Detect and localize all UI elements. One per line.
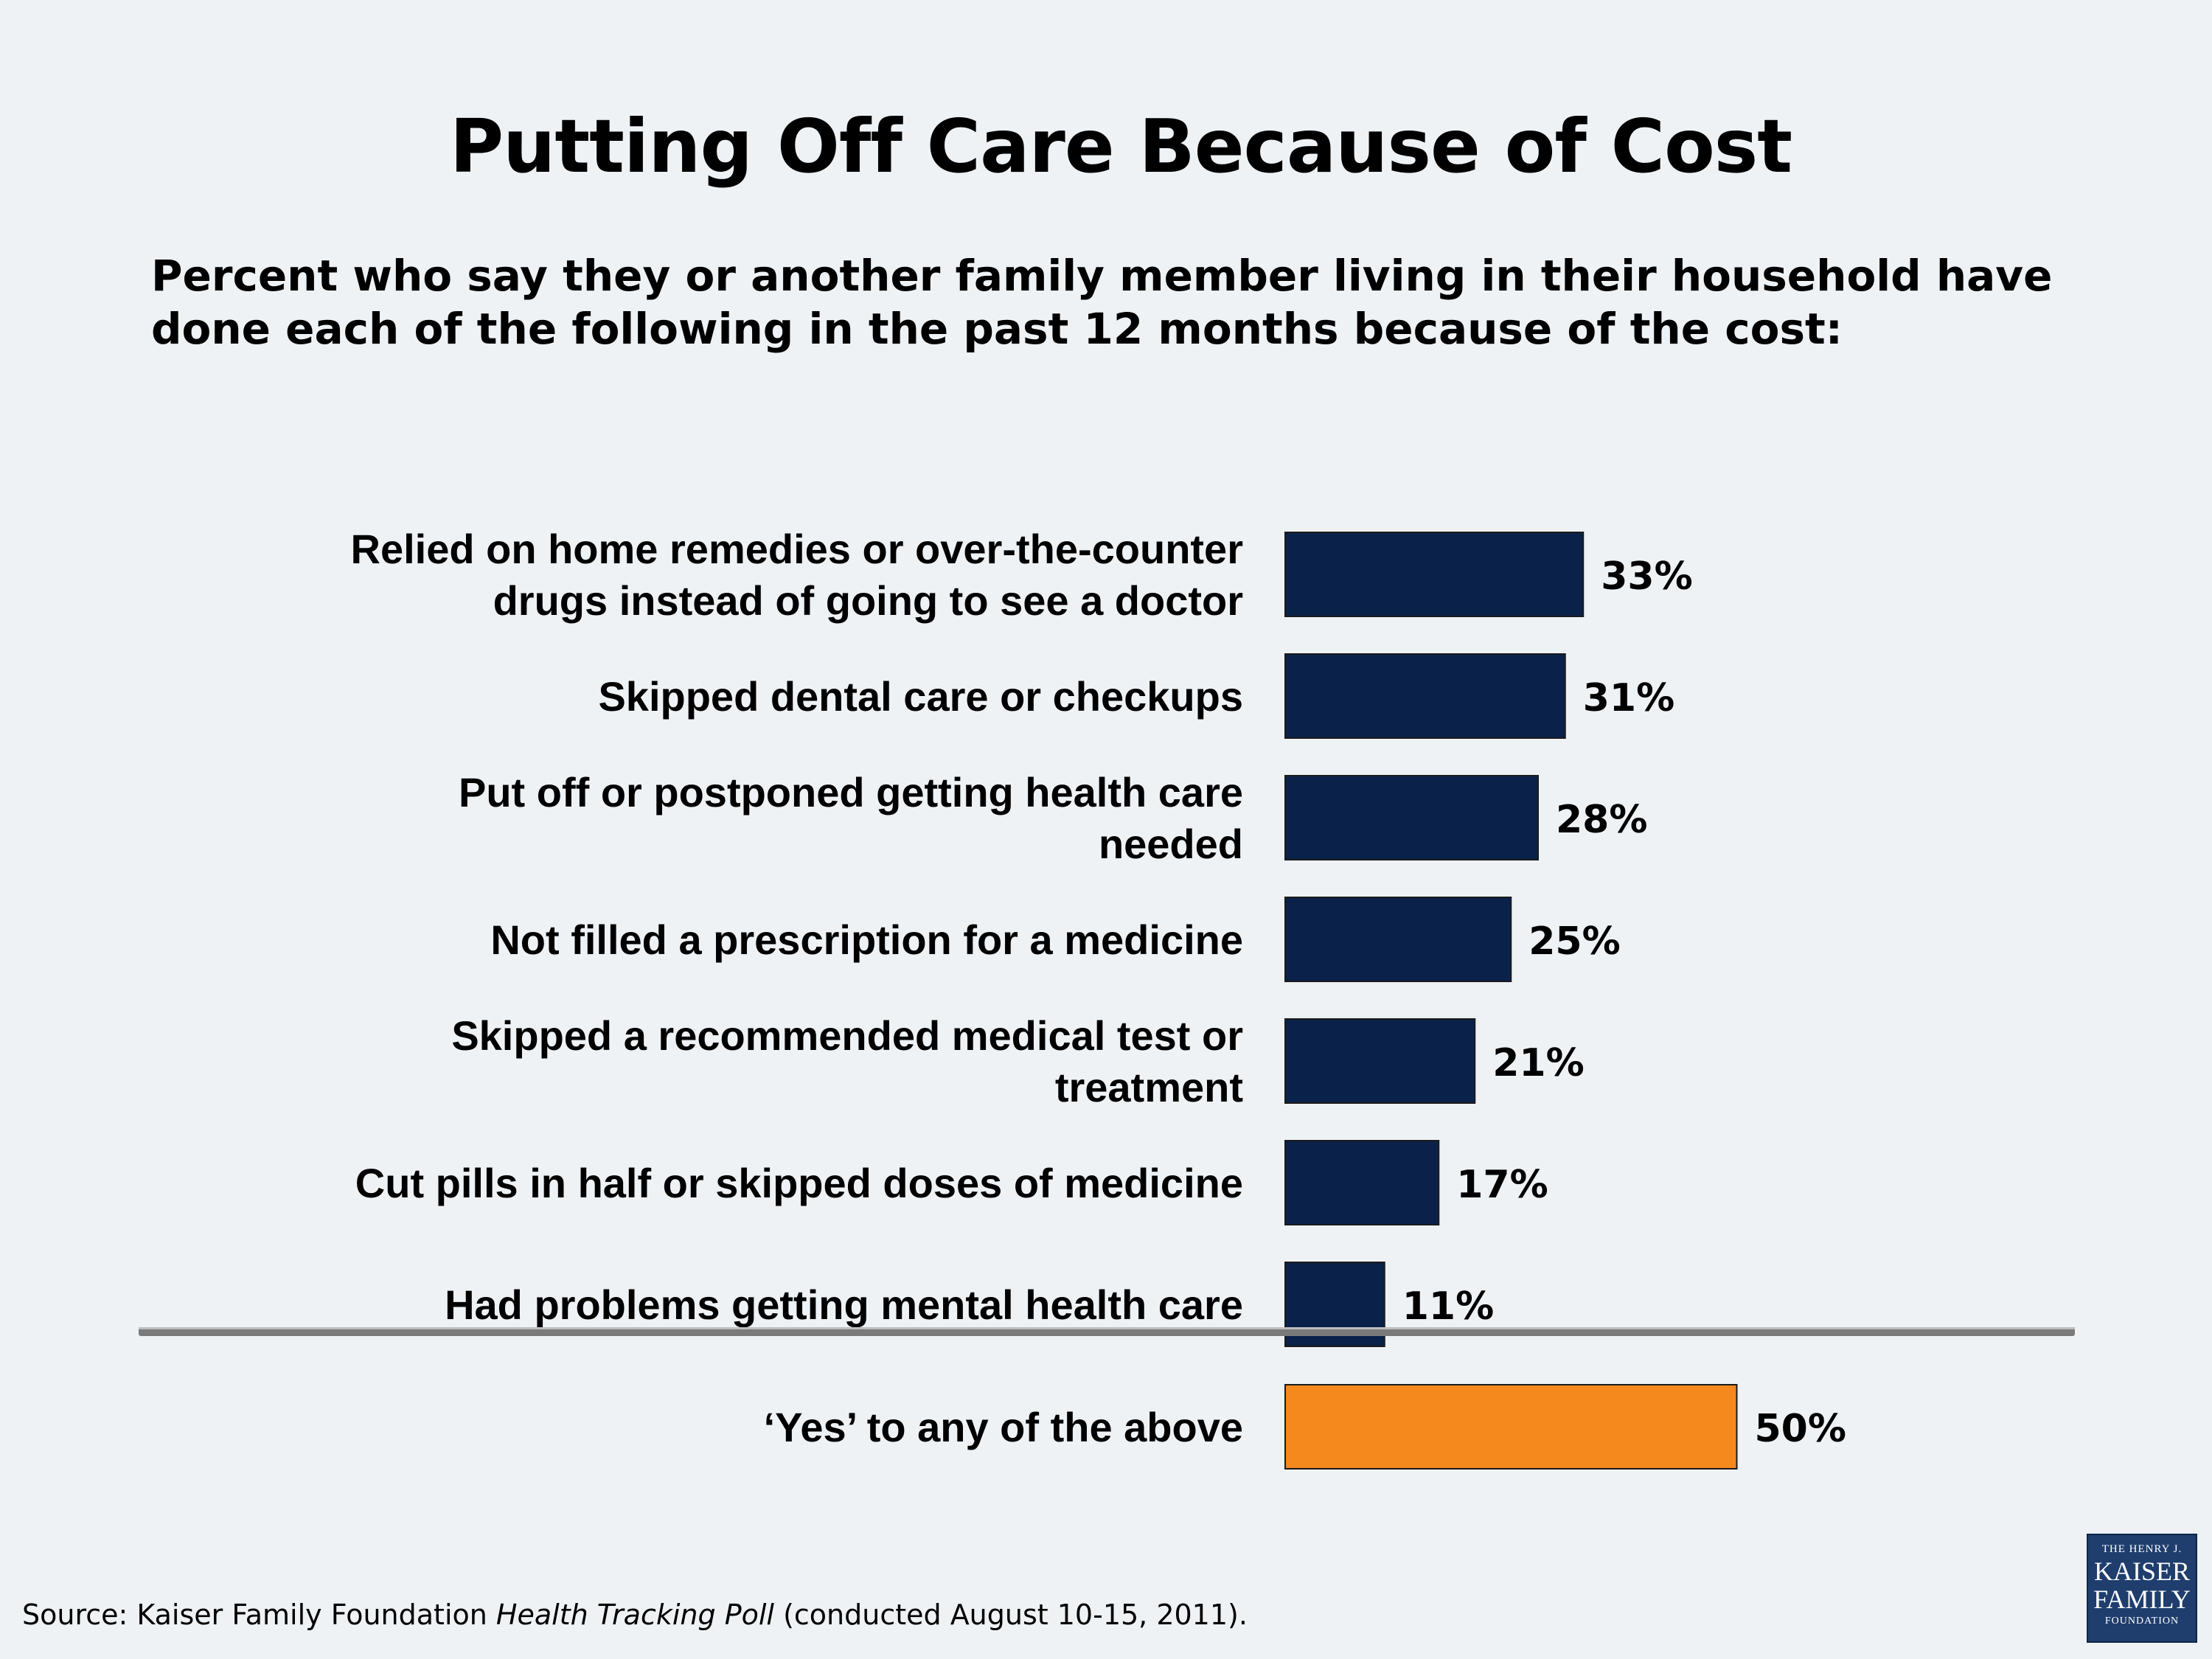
value-label-7: 50% <box>1755 1407 1846 1451</box>
value-label-0: 33% <box>1601 554 1692 599</box>
bar-total <box>1284 1384 1738 1470</box>
section-divider-highlight <box>139 1327 2075 1329</box>
source-prefix: Source: Kaiser Family Foundation <box>22 1599 496 1631</box>
category-label-0-line-0: Relied on home remedies or over-the-coun… <box>351 526 1243 572</box>
value-label-5: 17% <box>1456 1163 1548 1207</box>
bar-0 <box>1284 532 1585 617</box>
logo-line-4: FOUNDATION <box>2104 1615 2180 1627</box>
source-suffix: (conducted August 10-15, 2011). <box>773 1599 1248 1631</box>
value-label-2: 28% <box>1556 798 1647 842</box>
value-label-4: 21% <box>1492 1041 1584 1085</box>
category-label-5: Cut pills in half or skipped doses of me… <box>355 1160 1243 1206</box>
category-label-4-line-0: Skipped a recommended medical test or <box>451 1012 1243 1059</box>
logo-line-2: KAISER <box>2093 1557 2190 1586</box>
bar-5 <box>1284 1140 1440 1225</box>
category-label-4-line-1: treatment <box>1055 1064 1243 1110</box>
chart-title: Putting Off Care Because of Cost <box>449 103 1792 189</box>
category-label-6: Had problems getting mental health care <box>445 1281 1243 1328</box>
value-label-1: 31% <box>1583 676 1674 720</box>
category-label-2-line-0: Put off or postponed getting health care <box>459 769 1243 815</box>
source-note: Source: Kaiser Family Foundation Health … <box>22 1599 1248 1631</box>
category-label-7: ‘Yes’ to any of the above <box>764 1404 1243 1450</box>
category-label-3: Not filled a prescription for a medicine <box>490 917 1243 963</box>
bar-2 <box>1284 775 1539 860</box>
bar-3 <box>1284 897 1512 982</box>
category-label-0-line-1: drugs instead of going to see a doctor <box>493 577 1243 624</box>
chart-subtitle: Percent who say they or another family m… <box>151 251 2053 354</box>
source-poll-name: Health Tracking Poll <box>495 1599 774 1631</box>
logo-line-1: THE HENRY J. <box>2101 1543 2183 1555</box>
value-label-6: 11% <box>1402 1284 1494 1329</box>
kaiser-family-foundation-logo: THE HENRY J. KAISER FAMILY FOUNDATION <box>2087 1534 2197 1643</box>
logo-line-3: FAMILY <box>2093 1585 2191 1614</box>
category-label-1: Skipped dental care or checkups <box>598 673 1243 720</box>
value-label-3: 25% <box>1528 919 1620 964</box>
bar-1 <box>1284 653 1566 739</box>
category-label-2-line-1: needed <box>1099 821 1243 867</box>
bar-4 <box>1284 1018 1476 1104</box>
